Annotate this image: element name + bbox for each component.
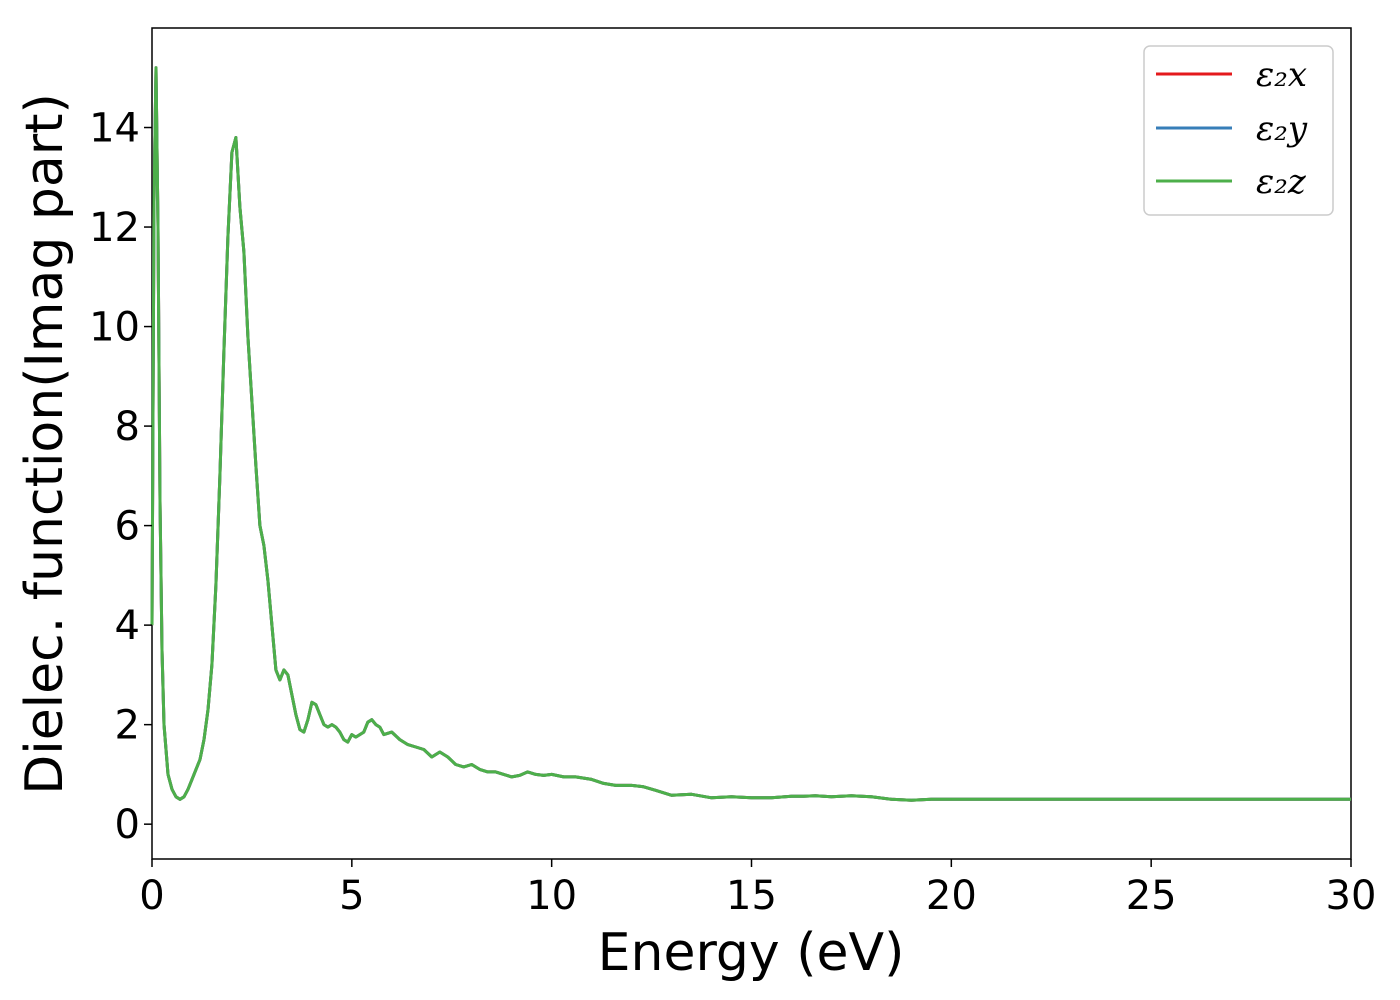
x-tick-label: 10 xyxy=(526,873,577,919)
y-axis-label: Dielec. function(Imag part) xyxy=(15,93,75,795)
x-tick-label: 30 xyxy=(1326,873,1377,919)
legend-label-e2z: ε₂z xyxy=(1256,162,1307,202)
y-tick-label: 14 xyxy=(89,106,140,152)
legend-box xyxy=(1143,45,1334,216)
x-axis-ticks: 0 5 10 15 20 25 30 xyxy=(139,859,1376,919)
series-lines xyxy=(150,66,1351,802)
x-tick-label: 0 xyxy=(139,873,164,919)
x-tick-label: 20 xyxy=(926,873,977,919)
x-tick-label: 5 xyxy=(339,873,364,919)
y-tick-label: 2 xyxy=(115,703,140,749)
x-axis-label: Energy (eV) xyxy=(598,923,905,983)
x-tick-label: 15 xyxy=(726,873,777,919)
legend-label-e2y: ε₂y xyxy=(1256,109,1308,149)
y-tick-label: 6 xyxy=(115,504,140,550)
legend: ε₂x ε₂y ε₂z xyxy=(1143,45,1334,216)
y-tick-label: 8 xyxy=(115,404,140,450)
y-tick-label: 12 xyxy=(89,205,140,251)
y-axis-ticks: 0 2 4 6 8 10 12 14 xyxy=(89,106,152,848)
x-tick-label: 25 xyxy=(1126,873,1177,919)
y-tick-label: 10 xyxy=(89,305,140,351)
series-line-e2z xyxy=(150,66,1351,802)
legend-label-e2x: ε₂x xyxy=(1256,55,1307,95)
y-tick-label: 4 xyxy=(115,603,140,649)
y-tick-label: 0 xyxy=(115,802,140,848)
